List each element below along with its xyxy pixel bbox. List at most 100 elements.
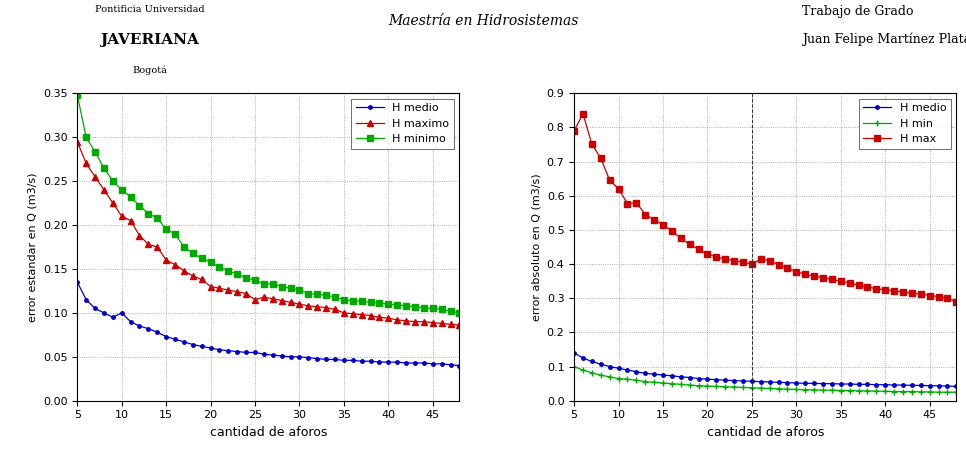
H min	[675, 382, 687, 387]
H maximo	[71, 139, 83, 144]
H medio	[889, 382, 900, 388]
H medio	[338, 357, 350, 363]
H medio	[347, 357, 358, 363]
H medio	[800, 381, 811, 386]
H min	[737, 384, 749, 390]
H medio	[71, 279, 83, 285]
H minimo	[213, 264, 225, 270]
X-axis label: cantidad de aforos: cantidad de aforos	[210, 426, 327, 439]
H maximo	[187, 273, 199, 279]
H min	[826, 387, 838, 393]
Legend: H medio, H min, H max: H medio, H min, H max	[859, 99, 951, 149]
H minimo	[258, 281, 270, 287]
H medio	[933, 383, 945, 389]
H minimo	[444, 308, 456, 314]
H max	[578, 111, 589, 116]
H max	[790, 269, 802, 274]
H medio	[374, 359, 385, 365]
H max	[693, 247, 704, 252]
H medio	[427, 361, 439, 367]
H medio	[196, 343, 208, 349]
H max	[667, 228, 678, 233]
H max	[800, 272, 811, 277]
H min	[781, 386, 793, 392]
H minimo	[178, 244, 189, 250]
H max	[595, 155, 607, 161]
H minimo	[355, 299, 367, 304]
H medio	[258, 351, 270, 357]
H medio	[205, 345, 216, 351]
H medio	[410, 360, 421, 366]
H maximo	[302, 303, 314, 308]
H maximo	[241, 291, 252, 296]
H medio	[809, 381, 820, 386]
H min	[844, 388, 856, 393]
H medio	[657, 372, 668, 378]
H minimo	[169, 231, 181, 237]
Line: H medio: H medio	[73, 279, 463, 369]
H medio	[631, 369, 642, 375]
H maximo	[107, 200, 119, 206]
H minimo	[276, 284, 288, 289]
H min	[622, 377, 634, 382]
H maximo	[267, 296, 278, 302]
H max	[879, 287, 891, 293]
Legend: H medio, H maximo, H minimo: H medio, H maximo, H minimo	[352, 99, 454, 149]
H medio	[187, 342, 199, 347]
H minimo	[249, 278, 261, 283]
H max	[889, 288, 900, 294]
H minimo	[338, 297, 350, 302]
H minimo	[321, 293, 332, 298]
H medio	[232, 349, 243, 354]
H medio	[99, 310, 110, 315]
H medio	[693, 376, 704, 381]
H medio	[321, 356, 332, 362]
H maximo	[311, 304, 323, 309]
H minimo	[454, 310, 466, 315]
H min	[790, 387, 802, 392]
H medio	[383, 359, 394, 365]
H min	[889, 389, 900, 394]
H medio	[675, 374, 687, 380]
H medio	[906, 383, 918, 388]
H max	[657, 222, 668, 227]
H min	[915, 389, 926, 395]
H min	[800, 387, 811, 393]
H medio	[817, 381, 829, 386]
H maximo	[89, 174, 100, 179]
H maximo	[258, 294, 270, 300]
H medio	[684, 375, 696, 380]
H medio	[160, 334, 172, 339]
H max	[631, 200, 642, 206]
H medio	[568, 350, 580, 356]
H max	[835, 278, 846, 284]
H maximo	[232, 289, 243, 295]
H maximo	[321, 305, 332, 310]
H minimo	[205, 259, 216, 265]
H max	[648, 217, 660, 222]
H medio	[844, 381, 856, 387]
H min	[906, 389, 918, 394]
Text: JAVERIANA: JAVERIANA	[100, 33, 199, 47]
H minimo	[125, 194, 136, 200]
H max	[781, 265, 793, 271]
H maximo	[125, 218, 136, 223]
H min	[933, 390, 945, 395]
H max	[870, 286, 882, 291]
H max	[737, 260, 749, 265]
H max	[720, 256, 731, 262]
H maximo	[365, 313, 377, 318]
H medio	[249, 350, 261, 355]
H minimo	[143, 211, 155, 216]
H max	[809, 273, 820, 279]
H minimo	[285, 286, 297, 291]
H medio	[853, 382, 865, 387]
H min	[711, 384, 723, 389]
H medio	[790, 380, 802, 386]
H medio	[222, 348, 234, 354]
H medio	[622, 367, 634, 373]
H medio	[241, 350, 252, 355]
H medio	[578, 355, 589, 361]
H maximo	[355, 312, 367, 317]
H max	[923, 293, 935, 298]
